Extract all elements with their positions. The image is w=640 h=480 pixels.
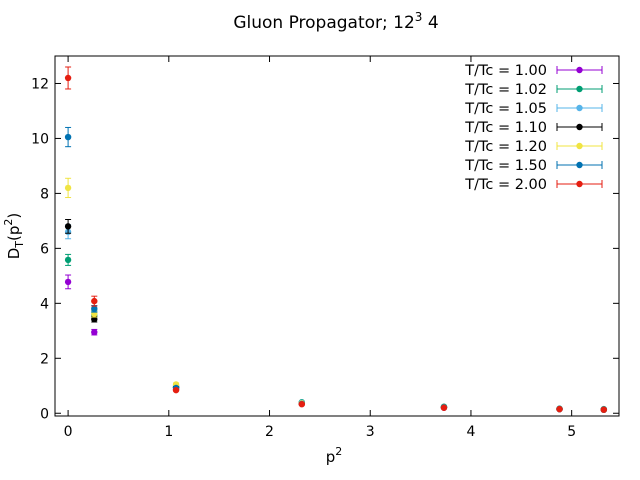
legend-item: T/Tc = 1.05 [464, 101, 603, 117]
legend-item: T/Tc = 1.50 [464, 158, 603, 174]
data-point [440, 404, 448, 411]
y-tick-label: 12 [31, 76, 49, 92]
data-point [556, 405, 563, 413]
legend-item: T/Tc = 1.20 [464, 139, 603, 155]
data-point [172, 386, 180, 394]
y-tick-label: 4 [40, 296, 49, 312]
series-0 [64, 274, 608, 413]
data-point [600, 406, 608, 413]
legend-marker [576, 142, 583, 150]
title-tail: 4 [422, 13, 438, 33]
x-tick-label: 0 [64, 424, 73, 440]
y-label-superscript: 2 [2, 219, 15, 226]
y-label-close: ) [5, 213, 23, 219]
series-1 [64, 253, 608, 413]
legend-item: T/Tc = 1.02 [464, 82, 603, 98]
data-point [91, 316, 98, 323]
y-tick-label: 8 [40, 186, 49, 202]
legend-marker [576, 123, 583, 131]
series-6 [64, 66, 608, 413]
data-point [64, 74, 72, 82]
y-tick-label: 10 [31, 131, 49, 147]
data-point [91, 305, 98, 313]
legend-label: T/Tc = 2.00 [464, 177, 547, 193]
x-axis-ticks: 0 1 2 3 4 5 [64, 56, 576, 440]
y-label-paren: (p [5, 226, 23, 241]
title-main: Gluon Propagator; 12 [233, 13, 414, 33]
x-tick-label: 1 [164, 424, 173, 440]
legend-marker [576, 180, 583, 188]
series-3 [64, 219, 608, 413]
legend-marker [576, 85, 583, 93]
y-tick-label: 2 [40, 351, 49, 367]
data-point [91, 297, 98, 305]
y-label-subscript: T [13, 241, 26, 249]
x-axis-label: p2 [326, 445, 343, 466]
legend-item: T/Tc = 1.00 [464, 63, 603, 79]
legend-label: T/Tc = 1.05 [464, 101, 547, 117]
chart-title: Gluon Propagator; 123 4 [233, 10, 438, 33]
data-point [64, 133, 72, 141]
data-point [64, 278, 72, 286]
legend-label: T/Tc = 1.02 [464, 82, 547, 98]
title-superscript: 3 [415, 10, 423, 24]
data-point [64, 184, 72, 192]
y-tick-label: 6 [40, 241, 49, 257]
series-2 [64, 224, 608, 413]
x-label-superscript: 2 [335, 445, 342, 458]
data-point [64, 256, 72, 264]
legend-item: T/Tc = 1.10 [464, 120, 603, 136]
legend-label: T/Tc = 1.00 [464, 63, 547, 79]
data-point [64, 223, 72, 230]
data-point [298, 400, 306, 408]
y-axis-label: DT(p2) [2, 213, 26, 260]
x-tick-label: 3 [366, 424, 375, 440]
x-label-main: p [326, 448, 336, 466]
x-tick-label: 4 [466, 424, 475, 440]
legend-label: T/Tc = 1.50 [464, 158, 547, 174]
x-tick-label: 2 [265, 424, 274, 440]
legend-label: T/Tc = 1.10 [464, 120, 547, 136]
plot-frame [54, 55, 620, 417]
legend-marker [576, 104, 583, 112]
x-tick-label: 5 [567, 424, 576, 440]
legend-label: T/Tc = 1.20 [464, 139, 547, 155]
data-point [91, 328, 98, 336]
legend: T/Tc = 1.00 T/Tc = 1.02 T/Tc = 1.05 T/Tc = … [464, 63, 603, 193]
series-layer [64, 66, 608, 413]
y-label-main: D [5, 248, 23, 260]
legend-item: T/Tc = 2.00 [464, 177, 603, 193]
legend-marker [576, 161, 583, 169]
legend-marker [576, 66, 583, 74]
y-tick-label: 0 [40, 406, 49, 422]
y-axis-ticks: 0 2 4 6 8 10 12 [31, 76, 619, 422]
series-4 [64, 177, 608, 413]
